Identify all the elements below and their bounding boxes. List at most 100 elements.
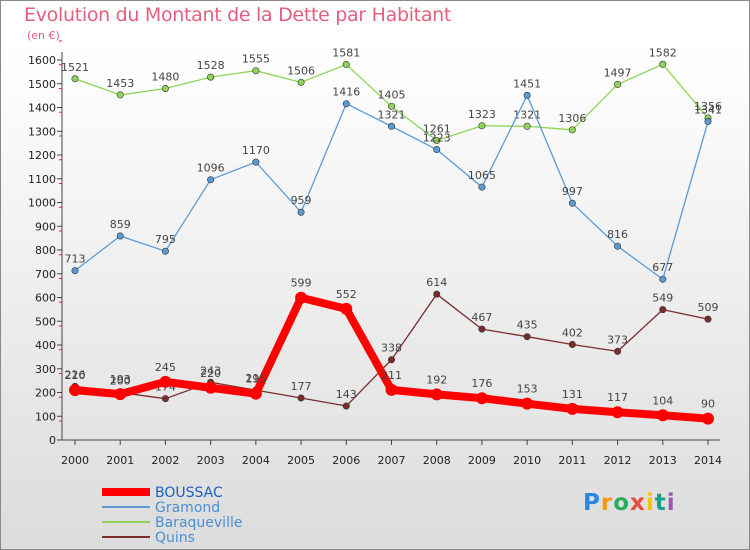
data-point bbox=[295, 291, 308, 304]
data-label: 552 bbox=[336, 288, 357, 301]
data-point bbox=[475, 392, 488, 405]
data-point bbox=[207, 176, 215, 184]
data-point bbox=[659, 306, 667, 314]
data-point bbox=[340, 302, 353, 315]
x-tick-label: 2014 bbox=[694, 454, 722, 467]
data-point bbox=[342, 100, 350, 108]
data-label: 1306 bbox=[558, 112, 586, 125]
data-label: 816 bbox=[607, 228, 628, 241]
data-point bbox=[478, 325, 486, 333]
data-point bbox=[207, 73, 215, 81]
data-point bbox=[521, 397, 534, 410]
data-point bbox=[385, 383, 398, 396]
y-tick-label: 1400 bbox=[28, 102, 56, 115]
logo-letter: i bbox=[666, 490, 676, 516]
x-tick-label: 2003 bbox=[197, 454, 225, 467]
data-point bbox=[252, 67, 260, 75]
y-tick-label: 1300 bbox=[28, 125, 56, 138]
data-point bbox=[568, 126, 576, 134]
data-label: 1341 bbox=[694, 104, 722, 117]
data-label: 614 bbox=[426, 276, 447, 289]
data-label: 859 bbox=[110, 218, 131, 231]
data-label: 1321 bbox=[378, 108, 406, 121]
data-label: 195 bbox=[245, 373, 266, 386]
data-label: 997 bbox=[562, 185, 583, 198]
data-label: 200 bbox=[110, 375, 131, 388]
y-tick-label: 0 bbox=[49, 434, 56, 447]
data-point bbox=[656, 409, 669, 422]
data-label: 176 bbox=[471, 377, 492, 390]
logo-letter: P bbox=[583, 490, 601, 516]
data-point bbox=[342, 402, 350, 410]
y-tick-label: 600 bbox=[35, 292, 56, 305]
x-tick-label: 2007 bbox=[378, 454, 406, 467]
x-tick-label: 2008 bbox=[423, 454, 451, 467]
legend-label-baraqueville: Baraqueville bbox=[155, 515, 242, 531]
data-label: 1223 bbox=[423, 132, 451, 145]
data-point bbox=[523, 91, 531, 99]
data-label: 1096 bbox=[197, 162, 225, 175]
data-label: 1506 bbox=[287, 64, 315, 77]
data-point bbox=[523, 122, 531, 130]
data-label: 1451 bbox=[513, 77, 541, 90]
data-label: 509 bbox=[698, 301, 719, 314]
data-label: 1453 bbox=[106, 77, 134, 90]
data-point bbox=[204, 381, 217, 394]
logo-letter: x bbox=[630, 490, 646, 516]
x-tick-label: 2001 bbox=[106, 454, 134, 467]
data-point bbox=[704, 315, 712, 323]
x-tick-label: 2000 bbox=[61, 454, 89, 467]
data-label: 1416 bbox=[332, 86, 360, 99]
data-label: 131 bbox=[562, 388, 583, 401]
data-label: 338 bbox=[381, 342, 402, 355]
data-point bbox=[430, 388, 443, 401]
data-label: 1497 bbox=[604, 66, 632, 79]
y-tick-label: 1000 bbox=[28, 197, 56, 210]
data-point bbox=[161, 247, 169, 255]
legend-label-quins: Quins bbox=[155, 530, 195, 546]
y-tick-label: 1100 bbox=[28, 173, 56, 186]
x-tick-label: 2004 bbox=[242, 454, 270, 467]
data-label: 90 bbox=[701, 398, 715, 411]
x-tick-label: 2010 bbox=[513, 454, 541, 467]
data-point bbox=[614, 347, 622, 355]
data-point bbox=[387, 122, 395, 130]
data-point bbox=[566, 402, 579, 415]
data-point bbox=[387, 102, 395, 110]
data-point bbox=[297, 78, 305, 86]
data-label: 1480 bbox=[151, 71, 179, 84]
data-label: 220 bbox=[200, 367, 221, 380]
data-label: 959 bbox=[291, 194, 312, 207]
data-point bbox=[71, 267, 79, 275]
data-point bbox=[71, 75, 79, 83]
data-label: 1170 bbox=[242, 144, 270, 157]
data-label: 211 bbox=[381, 369, 402, 382]
data-label: 245 bbox=[155, 361, 176, 374]
data-point bbox=[342, 61, 350, 69]
data-label: 226 bbox=[65, 368, 86, 381]
data-label: 104 bbox=[652, 394, 673, 407]
data-point bbox=[659, 60, 667, 68]
data-label: 193 bbox=[110, 373, 131, 386]
data-point bbox=[568, 341, 576, 349]
data-label: 1581 bbox=[332, 47, 360, 60]
y-tick-label: 1200 bbox=[28, 149, 56, 162]
data-point bbox=[478, 183, 486, 191]
x-tick-label: 2009 bbox=[468, 454, 496, 467]
data-point bbox=[297, 394, 305, 402]
data-label: 713 bbox=[65, 253, 86, 266]
data-point bbox=[433, 137, 441, 145]
data-point bbox=[568, 199, 576, 207]
data-label: 1528 bbox=[197, 59, 225, 72]
y-tick-label: 300 bbox=[35, 363, 56, 376]
logo-letter: r bbox=[600, 490, 614, 516]
data-label: 210 bbox=[65, 369, 86, 382]
data-label: 1582 bbox=[649, 46, 677, 59]
data-label: 677 bbox=[652, 261, 673, 274]
data-point bbox=[114, 388, 127, 401]
data-point bbox=[69, 384, 81, 397]
proxiti-logo: Proxiti bbox=[583, 490, 676, 516]
data-label: 177 bbox=[291, 380, 312, 393]
data-point bbox=[387, 356, 395, 364]
x-tick-label: 2013 bbox=[649, 454, 677, 467]
